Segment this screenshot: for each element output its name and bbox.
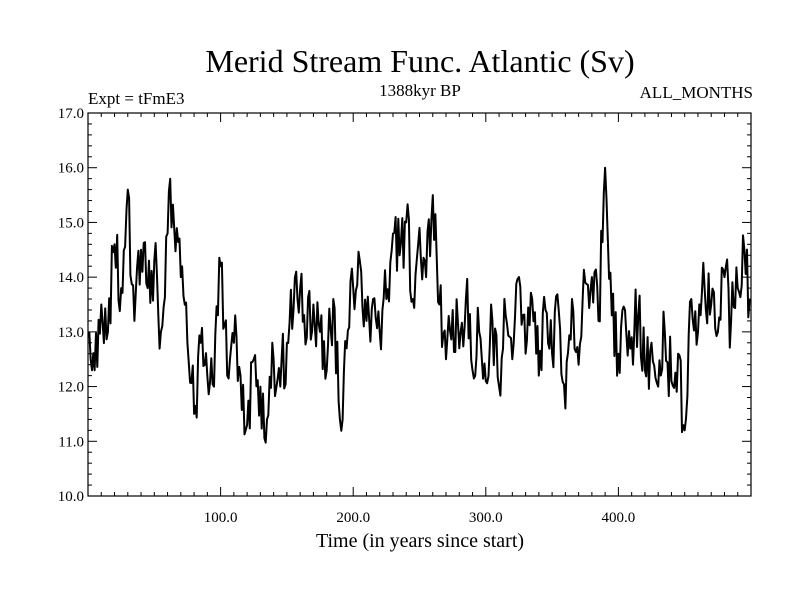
y-tick-label: 13.0: [58, 325, 84, 341]
series-line: [88, 166, 751, 444]
period-label: 1388kyr BP: [379, 81, 461, 100]
y-tick-label: 10.0: [58, 489, 84, 505]
x-tick-label: 200.0: [336, 510, 370, 526]
plot-frame: [87, 112, 752, 497]
y-tick-label: 16.0: [58, 161, 84, 177]
experiment-label: Expt = tFmE3: [88, 89, 184, 108]
x-tick-label: 300.0: [469, 510, 503, 526]
months-label: ALL_MONTHS: [640, 83, 753, 102]
y-tick-label: 12.0: [58, 380, 84, 396]
y-tick-label: 11.0: [58, 434, 84, 450]
chart-title: Merid Stream Func. Atlantic (Sv): [205, 43, 634, 79]
tick-marks: [88, 112, 751, 497]
x-tick-label: 100.0: [204, 510, 238, 526]
x-axis-label: Time (in years since start): [316, 530, 524, 552]
x-tick-labels: 100.0 200.0 300.0 400.0: [204, 510, 636, 526]
y-tick-label: 17.0: [58, 106, 84, 122]
x-tick-label: 400.0: [602, 510, 636, 526]
y-tick-label: 15.0: [58, 215, 84, 231]
y-tick-label: 14.0: [58, 270, 84, 286]
y-tick-labels: 10.0 11.0 12.0 13.0 14.0 15.0 16.0 17.0: [58, 106, 84, 505]
